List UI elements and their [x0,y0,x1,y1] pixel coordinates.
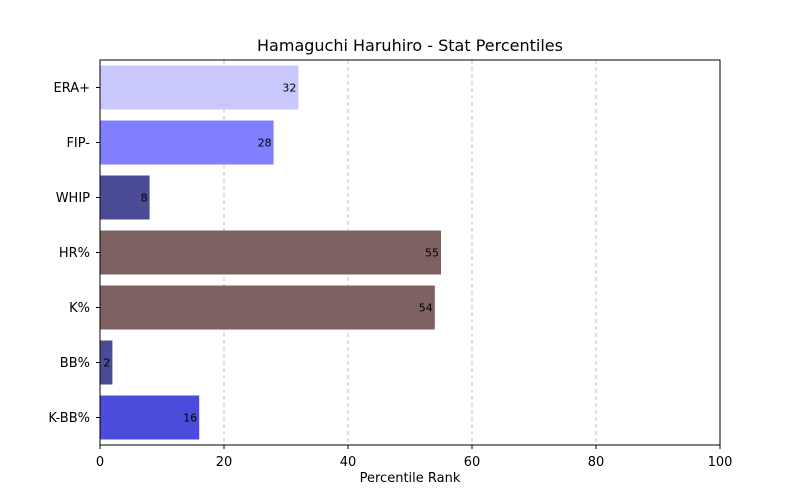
y-tick-label: WHIP [56,191,90,206]
x-tick-label: 40 [340,455,357,470]
y-tick-label: BB% [60,356,90,371]
bar [100,285,435,330]
bar-value-label: 16 [183,412,197,425]
y-tick-label: FIP- [66,136,90,151]
bar [100,395,200,440]
x-tick-label: 20 [216,455,233,470]
y-tick-label: HR% [59,246,90,261]
bar [100,120,274,165]
y-tick-label: ERA+ [53,81,90,96]
y-tick-label: K% [69,301,90,316]
bar-value-label: 8 [141,192,148,205]
x-tick-label: 100 [708,455,733,470]
bar-value-label: 54 [419,302,433,315]
bar-value-label: 55 [425,247,439,260]
bar [100,340,113,385]
x-tick-label: 60 [464,455,481,470]
bar-value-label: 2 [103,357,110,370]
x-axis-label: Percentile Rank [359,471,461,486]
bar [100,65,299,110]
bar-value-label: 32 [282,82,296,95]
bar [100,230,441,275]
chart-title: Hamaguchi Haruhiro - Stat Percentiles [257,36,563,55]
x-tick-label: 0 [96,455,104,470]
bar-value-label: 28 [258,137,272,150]
plot-frame [99,59,721,446]
y-tick-label: K-BB% [48,411,90,426]
x-tick-label: 80 [588,455,605,470]
bar [100,175,150,220]
